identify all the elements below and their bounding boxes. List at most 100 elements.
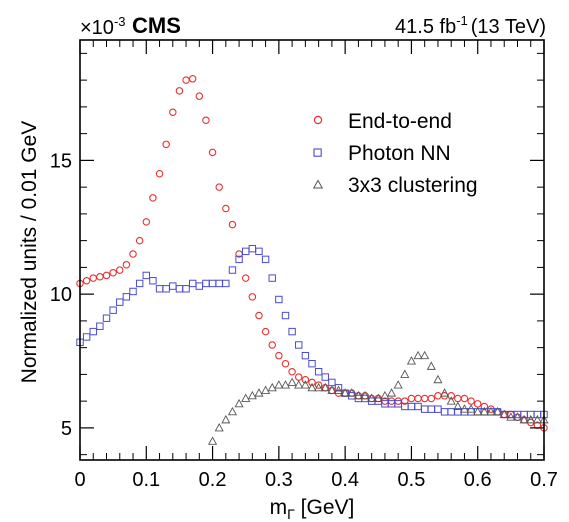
photon-nn-point <box>135 279 144 288</box>
photon-nn-point <box>321 373 329 381</box>
end-to-end-point <box>162 140 170 149</box>
end-to-end-point <box>427 394 436 403</box>
3x3-clustering-point <box>400 369 410 378</box>
3x3-clustering-point <box>499 409 509 418</box>
y-tick-label: 10 <box>50 284 72 306</box>
3x3-clustering-point <box>380 390 390 400</box>
end-to-end-point <box>255 311 263 320</box>
3x3-clustering-point <box>340 388 350 397</box>
3x3-clustering-point <box>360 390 370 400</box>
photon-nn-point <box>308 359 316 368</box>
3x3-clustering-point <box>294 380 304 389</box>
photon-nn-point <box>235 255 243 264</box>
3x3-clustering-point <box>406 356 416 365</box>
end-to-end-point <box>149 194 157 202</box>
legend: End-to-end Photon NN 3x3 clustering <box>312 110 478 197</box>
legend-label-end-to-end: End-to-end <box>348 110 452 133</box>
photon-nn-point <box>301 351 310 360</box>
end-to-end-point <box>82 277 91 285</box>
3x3-clustering-point <box>453 401 463 410</box>
x-tick-label: 0.6 <box>464 469 492 491</box>
legend-marker-photon-nn <box>313 148 322 157</box>
photon-nn-point <box>275 295 283 304</box>
exponent-label: ×10-3 <box>80 14 126 39</box>
photon-nn-point <box>109 306 117 314</box>
3x3-clustering-point <box>512 412 523 421</box>
3x3-clustering-point <box>254 388 264 397</box>
3x3-clustering-point <box>393 380 403 389</box>
photon-nn-point <box>268 274 276 282</box>
3x3-clustering-point <box>300 380 310 389</box>
end-to-end-point <box>195 92 204 100</box>
end-to-end-point <box>314 381 323 389</box>
3x3-clustering-point <box>493 406 503 416</box>
3x3-clustering-point <box>353 390 363 400</box>
end-to-end-point <box>222 204 230 213</box>
x-axis-title: mΓ [GeV] <box>270 496 355 522</box>
3x3-clustering-point <box>433 374 443 384</box>
experiment-label: CMS <box>132 13 181 38</box>
3x3-clustering-point <box>413 350 423 360</box>
photon-nn-point <box>288 327 296 336</box>
photon-nn-point <box>142 271 150 280</box>
y-axis-title: Normalized units / 0.01 GeV <box>18 121 41 384</box>
3x3-clustering-point <box>506 412 516 421</box>
end-to-end-point <box>175 87 184 95</box>
end-to-end-point <box>241 274 250 282</box>
plot-frame <box>79 39 545 461</box>
3x3-clustering-point <box>221 414 231 424</box>
luminosity-label: 41.5 fb-1 (13 TeV) <box>395 13 546 38</box>
3x3-clustering-point <box>320 382 330 392</box>
photon-nn-point <box>222 279 230 288</box>
legend-marker-3x3-clustering <box>312 179 324 189</box>
photon-nn-point <box>261 255 270 264</box>
end-to-end-point <box>261 327 270 336</box>
3x3-clustering-point <box>466 404 476 413</box>
end-to-end-point <box>155 170 164 178</box>
end-to-end-point <box>188 75 197 83</box>
3x3-clustering-point <box>280 380 291 389</box>
end-to-end-point <box>169 108 177 116</box>
end-to-end-point <box>308 378 316 387</box>
legend-label-3x3-clustering: 3x3 clustering <box>348 174 478 197</box>
3x3-clustering-point <box>420 350 430 360</box>
end-to-end-point <box>208 148 217 157</box>
end-to-end-point <box>460 394 469 403</box>
axis-ticks <box>79 40 545 460</box>
x-tick-label: 0.7 <box>530 469 558 491</box>
end-to-end-point <box>228 220 237 229</box>
photon-nn-point <box>102 314 111 322</box>
end-to-end-point <box>102 271 111 280</box>
end-to-end-point <box>109 268 117 277</box>
end-to-end-point <box>480 402 489 411</box>
x-tick-label: 0.5 <box>398 469 426 491</box>
end-to-end-point <box>135 236 144 245</box>
end-to-end-point <box>275 351 283 360</box>
3x3-clustering-point <box>333 385 344 394</box>
3x3-clustering-point <box>519 414 529 424</box>
3x3-clustering-point <box>459 404 470 413</box>
3x3-clustering-point <box>426 361 436 370</box>
photon-nn-point <box>89 327 97 336</box>
3x3-clustering-point <box>227 406 238 416</box>
end-to-end-point <box>281 359 290 368</box>
y-tick-label: 15 <box>50 150 72 172</box>
photon-nn-point <box>314 368 323 376</box>
legend-marker-end-to-end <box>313 115 323 125</box>
photon-nn-point <box>334 384 343 392</box>
photon-nn-point <box>281 311 290 320</box>
3x3-clustering-point <box>440 388 450 397</box>
photon-nn-point <box>295 341 303 349</box>
end-to-end-point <box>215 183 223 191</box>
y-tick-label: 5 <box>61 418 72 440</box>
3x3-clustering-point <box>274 380 284 389</box>
3x3-clustering-point <box>486 406 496 416</box>
photon-nn-point <box>82 333 91 341</box>
x-tick-label: 0 <box>74 469 85 491</box>
end-to-end-point <box>248 293 257 301</box>
end-to-end-point <box>142 218 151 226</box>
photon-nn-point <box>228 266 237 274</box>
3x3-clustering-point <box>473 406 483 416</box>
end-to-end-point <box>301 375 310 384</box>
